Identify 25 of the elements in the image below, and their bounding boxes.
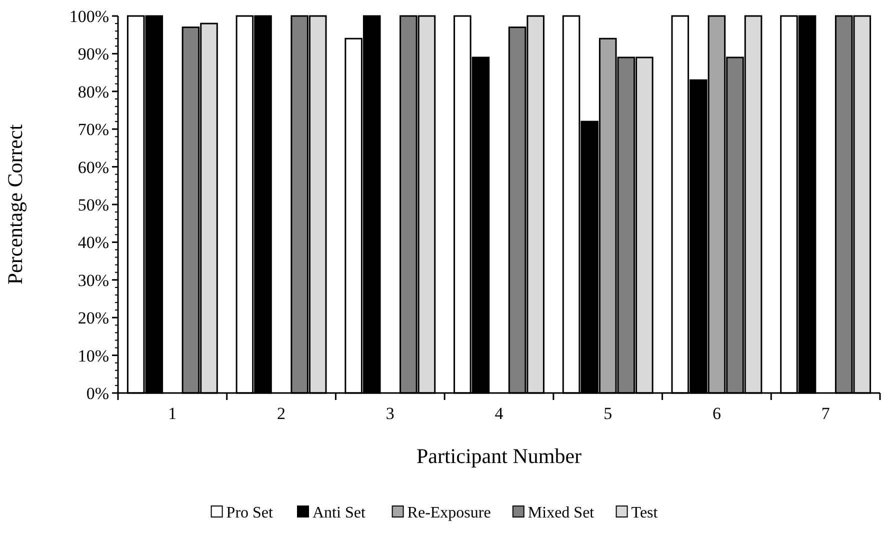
y-tick-label: 90%: [78, 44, 109, 64]
legend-label: Test: [631, 504, 658, 522]
y-tick-label: 70%: [78, 120, 109, 140]
legend-label: Re-Exposure: [407, 504, 491, 522]
y-tick-label: 30%: [78, 270, 109, 290]
y-tick-label: 20%: [78, 308, 109, 328]
y-tick-label: 50%: [78, 195, 109, 214]
y-tick-label: 60%: [78, 158, 109, 177]
x-tick-label: 6: [712, 404, 721, 423]
x-tick-label: 1: [168, 404, 177, 423]
y-tick-label: 40%: [78, 233, 109, 252]
x-tick-label: 7: [821, 404, 830, 423]
y-tick-label: 80%: [78, 82, 109, 102]
x-tick-label: 4: [494, 404, 504, 423]
x-tick-label: 5: [604, 404, 612, 423]
x-tick-label: 3: [386, 404, 394, 423]
y-tick-label: 0%: [86, 384, 109, 403]
y-tick-label: 10%: [78, 346, 109, 366]
x-axis-title: Participant Number: [416, 444, 582, 468]
legend-label: Mixed Set: [528, 504, 595, 522]
legend-label: Pro Set: [226, 504, 274, 522]
y-axis-title: Percentage Correct: [3, 124, 27, 285]
y-tick-label: 100%: [69, 6, 109, 26]
x-tick-label: 2: [277, 404, 286, 423]
legend-label: Anti Set: [312, 504, 366, 522]
